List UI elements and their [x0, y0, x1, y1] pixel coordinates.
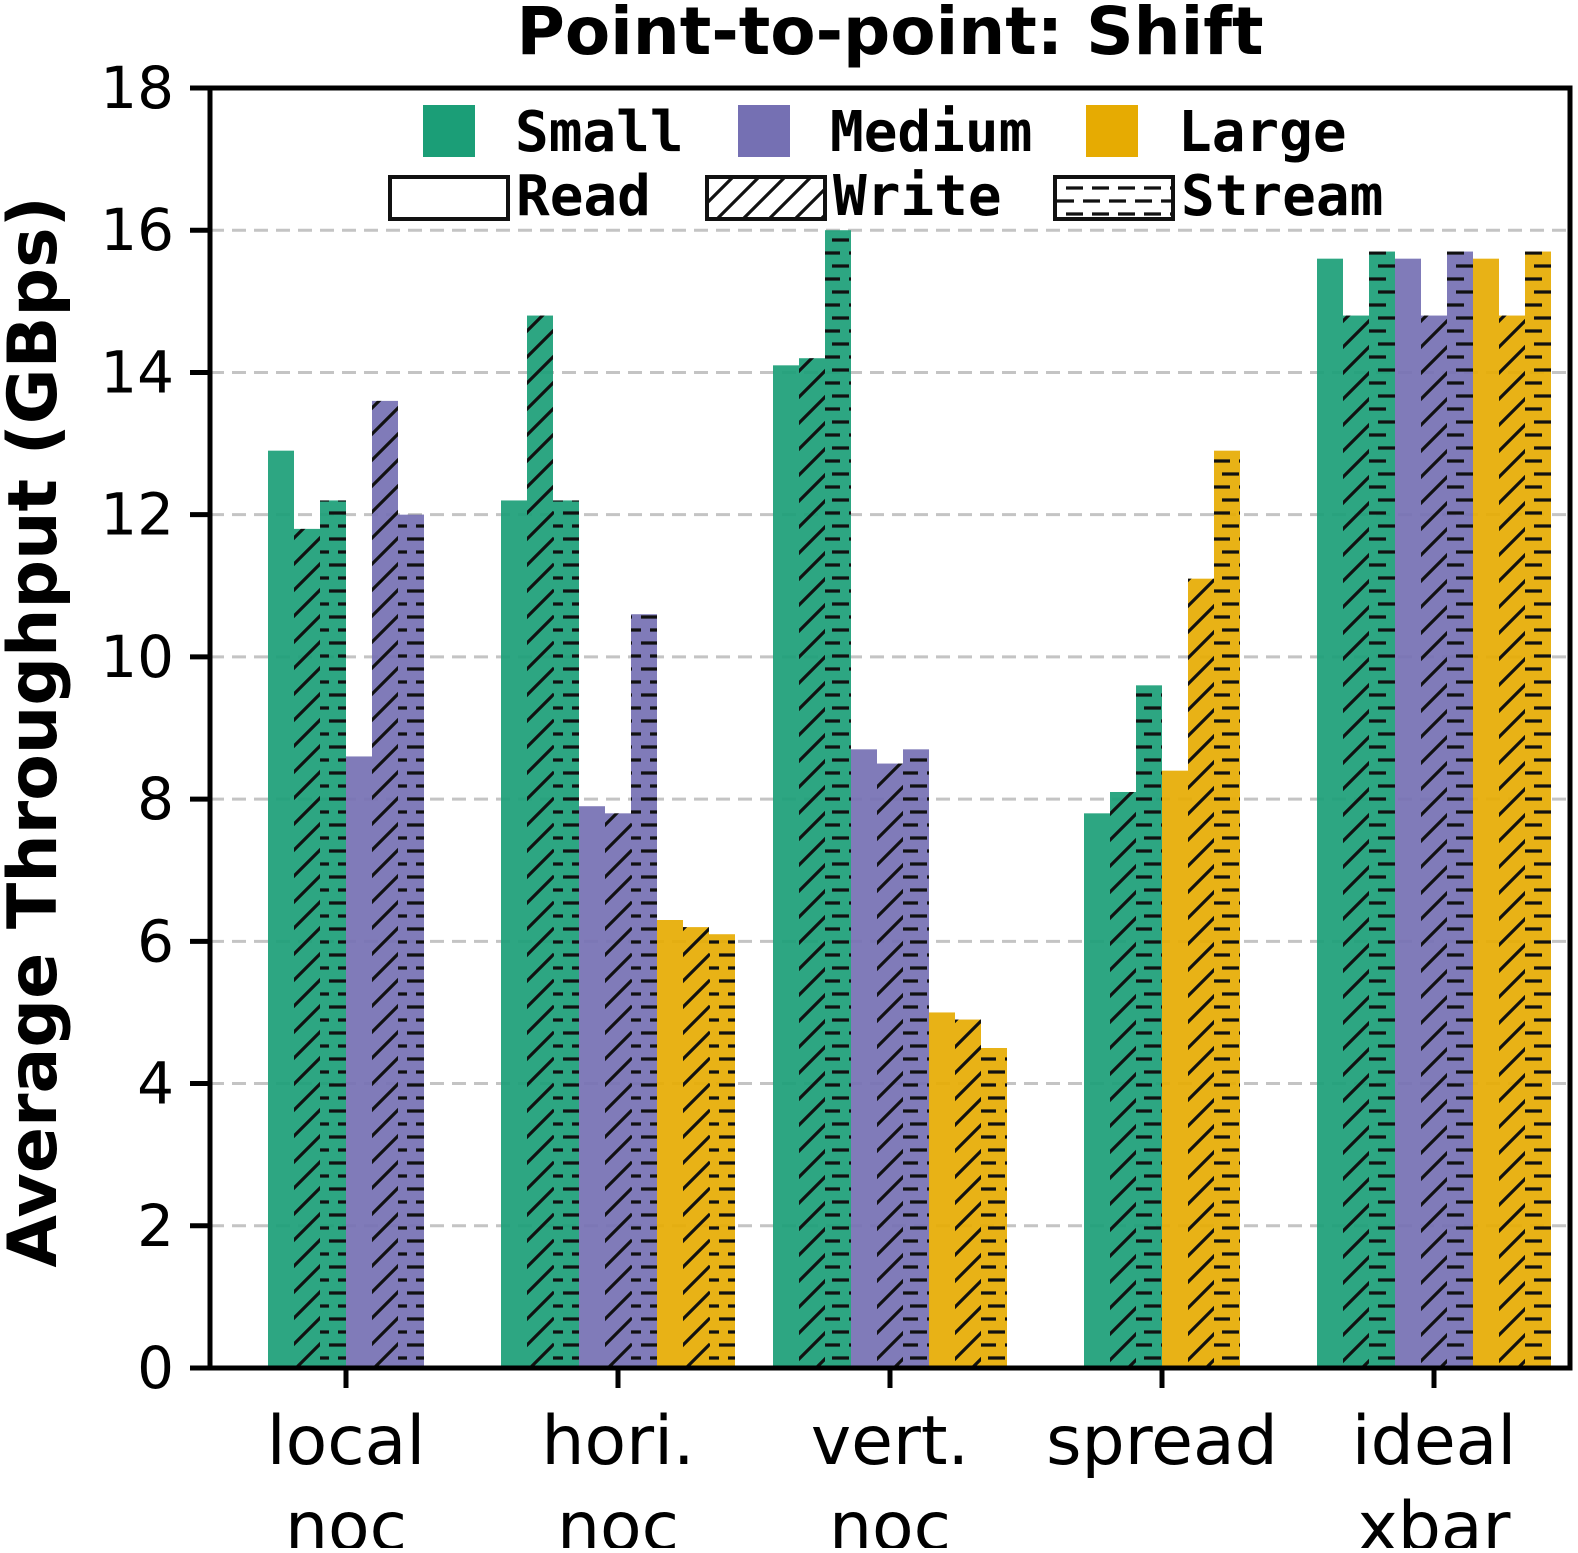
y-tick-label: 18	[100, 54, 174, 122]
bar-hatch-small-write-local-noc	[294, 528, 320, 1368]
bar-hatch-large-write-spread	[1188, 578, 1214, 1368]
bar-small-read-ideal-xbar	[1317, 258, 1343, 1369]
bar-medium-read-hori-noc	[579, 806, 605, 1368]
bar-medium-read-vert-noc	[851, 749, 877, 1368]
bar-hatch-medium-stream-ideal-xbar	[1447, 251, 1473, 1369]
bar-small-read-local-noc	[268, 450, 294, 1369]
bar-hatch-small-stream-vert-noc	[825, 230, 851, 1369]
y-axis-label: Average Throughput (GBps)	[0, 196, 73, 1267]
x-tick-label: vert.	[811, 1402, 969, 1481]
bar-hatch-small-write-vert-noc	[799, 358, 825, 1368]
bar-hatch-medium-write-ideal-xbar	[1421, 315, 1447, 1368]
legend-label-small: Small	[515, 100, 684, 165]
bar-hatch-medium-write-hori-noc	[605, 813, 631, 1368]
legend-label-medium: Medium	[830, 100, 1032, 165]
bar-large-read-spread	[1162, 770, 1188, 1368]
bar-small-read-spread	[1084, 813, 1110, 1368]
legend-label-large: Large	[1178, 100, 1347, 165]
bar-hatch-large-stream-vert-noc	[981, 1048, 1007, 1368]
bar-hatch-medium-stream-local-noc	[398, 514, 424, 1368]
bar-hatch-medium-stream-vert-noc	[903, 749, 929, 1368]
bar-hatch-medium-write-local-noc	[372, 400, 398, 1368]
x-tick-label: noc	[829, 1488, 951, 1548]
bar-hatch-large-stream-spread	[1214, 450, 1240, 1369]
y-tick-label: 16	[100, 196, 174, 264]
legend-pattern-read	[388, 175, 510, 221]
y-tick-label: 12	[100, 481, 174, 549]
legend-swatch-small	[423, 105, 475, 157]
x-tick-label: noc	[285, 1488, 407, 1548]
legend-swatch-medium	[738, 105, 790, 157]
bar-medium-read-ideal-xbar	[1395, 258, 1421, 1369]
bar-hatch-large-write-ideal-xbar	[1499, 315, 1525, 1368]
x-tick-label: local	[267, 1402, 425, 1481]
y-tick-label: 2	[137, 1192, 174, 1260]
bar-hatch-large-stream-hori-noc	[709, 934, 735, 1368]
legend-swatch-large	[1086, 105, 1138, 157]
legend-label-stream: Stream	[1181, 164, 1383, 229]
y-tick-label: 14	[100, 338, 174, 406]
chart-title: Point-to-point: Shift	[516, 0, 1263, 70]
bar-hatch-large-write-vert-noc	[955, 1019, 981, 1368]
legend-pattern-stream	[1053, 175, 1175, 221]
bar-small-read-hori-noc	[501, 500, 527, 1368]
bar-hatch-medium-write-vert-noc	[877, 763, 903, 1368]
bar-hatch-small-write-ideal-xbar	[1343, 315, 1369, 1368]
plot-frame	[207, 85, 1573, 1371]
legend: Small Medium Large Read Write Stream	[388, 100, 1383, 229]
bar-hatch-medium-stream-hori-noc	[631, 614, 657, 1368]
x-tick-label: ideal	[1352, 1402, 1516, 1481]
y-tick-label: 6	[137, 907, 174, 975]
bar-hatch-small-stream-local-noc	[320, 500, 346, 1368]
x-tick-label: hori.	[541, 1402, 694, 1481]
x-tick-label: noc	[557, 1488, 679, 1548]
bar-hatch-small-stream-spread	[1136, 685, 1162, 1368]
bars	[268, 230, 1551, 1369]
bar-large-read-vert-noc	[929, 1012, 955, 1368]
axes: 0 2 4 6 8 10 12 14 16 18 local noc hori. noc vert. noc s…	[100, 54, 1573, 1553]
bar-large-read-ideal-xbar	[1473, 258, 1499, 1369]
bar-hatch-small-write-spread	[1110, 792, 1136, 1368]
legend-label-read: Read	[516, 164, 651, 229]
x-tick-label: xbar	[1357, 1488, 1510, 1548]
legend-pattern-write	[705, 175, 827, 221]
legend-label-write: Write	[833, 164, 1002, 229]
bar-hatch-small-stream-ideal-xbar	[1369, 251, 1395, 1369]
bar-hatch-large-write-hori-noc	[683, 927, 709, 1368]
bar-hatch-large-stream-ideal-xbar	[1525, 251, 1551, 1369]
bar-small-read-vert-noc	[773, 365, 799, 1368]
x-tick-label: spread	[1046, 1402, 1278, 1481]
y-tick-label: 0	[137, 1334, 174, 1402]
bar-hatch-small-write-hori-noc	[527, 315, 553, 1368]
bar-hatch-small-stream-hori-noc	[553, 500, 579, 1368]
bar-medium-read-local-noc	[346, 756, 372, 1368]
y-tick-label: 10	[100, 623, 174, 691]
y-tick-label: 4	[137, 1050, 174, 1118]
bar-large-read-hori-noc	[657, 920, 683, 1368]
y-tick-label: 8	[137, 765, 174, 833]
